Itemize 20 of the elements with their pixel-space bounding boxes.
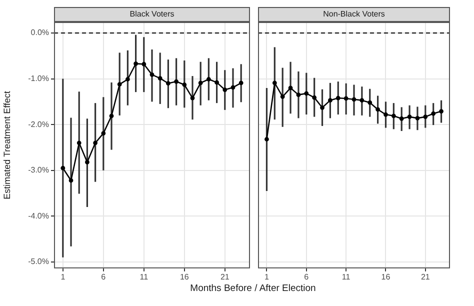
y-tick-label: -2.0% bbox=[28, 120, 49, 129]
chart-title: Non-Black Voters bbox=[323, 10, 385, 19]
x-tick-label: 6 bbox=[101, 272, 106, 282]
x-tick-label: 6 bbox=[304, 272, 310, 282]
x-tick-label: 11 bbox=[140, 272, 149, 282]
y-tick-label: 0.0% bbox=[30, 28, 49, 38]
x-tick-label: 16 bbox=[180, 272, 190, 282]
x-axis-title: Months Before / After Election bbox=[189, 283, 317, 294]
x-tick-label: 1 bbox=[264, 272, 270, 282]
y-tick-label: -5.0% bbox=[28, 257, 49, 266]
y-tick-label: -1.0% bbox=[28, 74, 49, 83]
y-tick-label: -4.0% bbox=[28, 211, 49, 220]
x-tick-label: 1 bbox=[60, 272, 66, 282]
x-tick-label: 21 bbox=[420, 272, 430, 282]
y-tick-label: -3.0% bbox=[28, 166, 49, 175]
x-tick-label: 16 bbox=[381, 272, 391, 282]
x-tick-label: 11 bbox=[342, 272, 351, 282]
chart-title: Black Voters bbox=[130, 10, 174, 19]
y-axis-title: Estimated Treatment Effect bbox=[2, 90, 12, 200]
x-tick-label: 21 bbox=[220, 272, 230, 282]
